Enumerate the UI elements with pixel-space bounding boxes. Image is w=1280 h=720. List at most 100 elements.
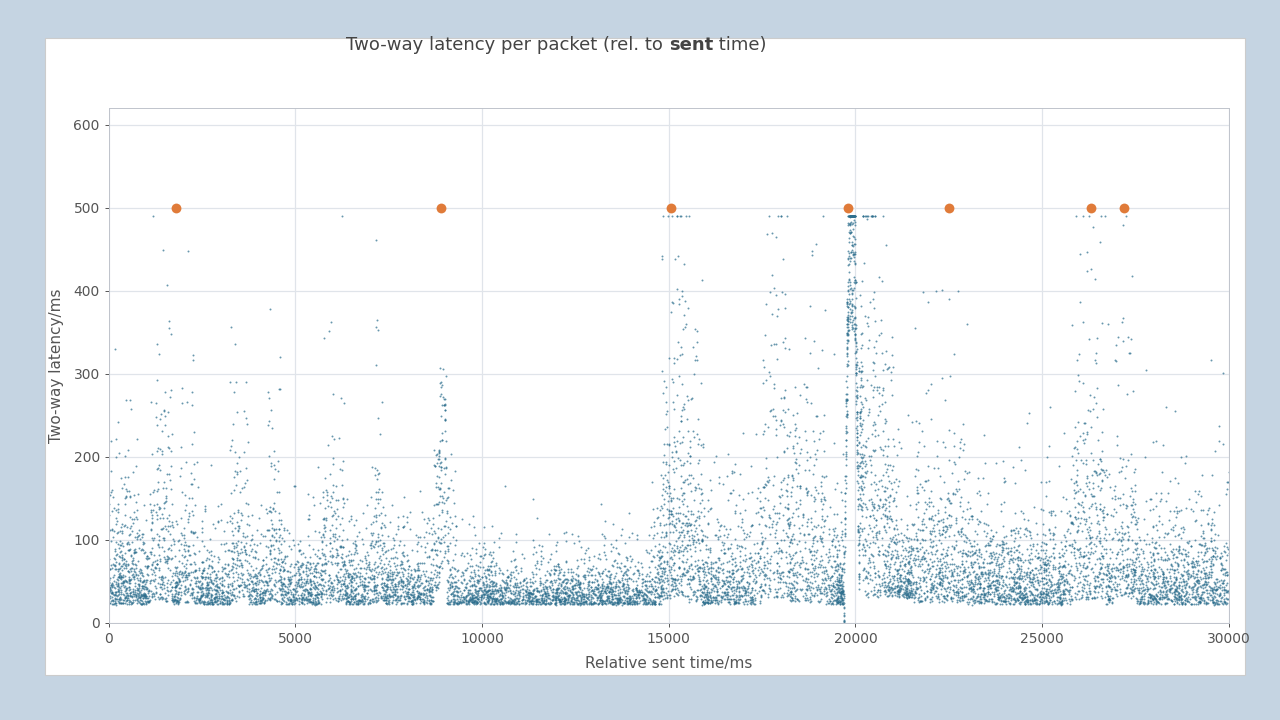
- Point: [868, 592, 888, 603]
- Point: [407, 585, 428, 597]
- Point: [741, 593, 762, 604]
- Point: [648, 549, 668, 560]
- Point: [451, 597, 471, 608]
- Point: [842, 248, 863, 259]
- Point: [1091, 562, 1111, 574]
- Point: [125, 592, 146, 603]
- Point: [192, 587, 212, 598]
- Point: [970, 596, 991, 608]
- Point: [703, 557, 723, 569]
- Point: [649, 597, 669, 608]
- Point: [904, 557, 924, 569]
- Point: [827, 596, 847, 608]
- Point: [1114, 575, 1134, 586]
- Point: [581, 581, 602, 593]
- Point: [972, 588, 992, 600]
- Point: [127, 528, 147, 539]
- Point: [131, 590, 151, 601]
- Point: [691, 378, 712, 390]
- Point: [475, 583, 495, 595]
- Point: [1029, 580, 1050, 591]
- Point: [899, 555, 919, 567]
- Point: [545, 564, 566, 576]
- Point: [608, 598, 628, 610]
- Point: [842, 246, 863, 258]
- Point: [182, 567, 202, 578]
- Point: [591, 598, 612, 609]
- Point: [367, 587, 388, 598]
- Point: [234, 580, 255, 591]
- Point: [947, 475, 968, 487]
- Point: [748, 557, 768, 568]
- Point: [329, 464, 349, 475]
- Point: [577, 576, 598, 588]
- Point: [1091, 482, 1111, 494]
- Point: [1028, 598, 1048, 609]
- Point: [790, 480, 810, 492]
- Point: [920, 528, 941, 540]
- Point: [413, 557, 434, 569]
- Point: [396, 588, 416, 599]
- Point: [244, 597, 265, 608]
- Point: [671, 521, 691, 532]
- Point: [1164, 586, 1184, 598]
- Point: [128, 592, 148, 603]
- Point: [484, 580, 504, 592]
- Point: [320, 557, 340, 568]
- Point: [143, 574, 164, 585]
- Point: [844, 314, 864, 325]
- Point: [1138, 595, 1158, 607]
- Point: [493, 598, 513, 609]
- Point: [879, 558, 900, 570]
- Point: [804, 560, 824, 572]
- Point: [383, 574, 403, 585]
- Point: [197, 598, 218, 610]
- Point: [874, 358, 895, 369]
- Point: [518, 590, 539, 602]
- Point: [852, 418, 873, 430]
- Point: [1130, 595, 1151, 607]
- Point: [164, 598, 184, 610]
- Point: [595, 588, 616, 599]
- Point: [705, 572, 726, 583]
- Point: [125, 543, 146, 554]
- Point: [549, 587, 570, 598]
- Point: [306, 572, 326, 583]
- Point: [536, 565, 557, 577]
- Point: [809, 561, 829, 572]
- Point: [466, 598, 486, 610]
- Point: [780, 536, 800, 548]
- Point: [170, 565, 191, 577]
- Point: [969, 575, 989, 586]
- Point: [1132, 577, 1152, 588]
- Point: [791, 583, 812, 595]
- Point: [155, 593, 175, 605]
- Point: [335, 585, 356, 596]
- Point: [410, 574, 430, 585]
- Point: [650, 559, 671, 570]
- Point: [465, 568, 485, 580]
- Point: [220, 376, 241, 387]
- Point: [216, 586, 237, 598]
- Point: [841, 252, 861, 264]
- Point: [888, 588, 909, 599]
- Point: [824, 555, 845, 567]
- Point: [1073, 550, 1093, 562]
- Point: [300, 540, 320, 552]
- Point: [383, 575, 403, 586]
- Point: [1053, 588, 1074, 600]
- Point: [909, 596, 929, 608]
- Point: [1201, 569, 1221, 580]
- Point: [461, 580, 481, 592]
- Point: [364, 582, 384, 593]
- Point: [320, 538, 340, 549]
- Point: [1183, 565, 1203, 577]
- Point: [564, 586, 585, 598]
- Point: [431, 410, 452, 422]
- Point: [298, 556, 319, 567]
- Point: [740, 593, 760, 604]
- Point: [1111, 527, 1132, 539]
- Point: [836, 482, 856, 494]
- Point: [1148, 592, 1169, 603]
- Point: [1112, 548, 1133, 559]
